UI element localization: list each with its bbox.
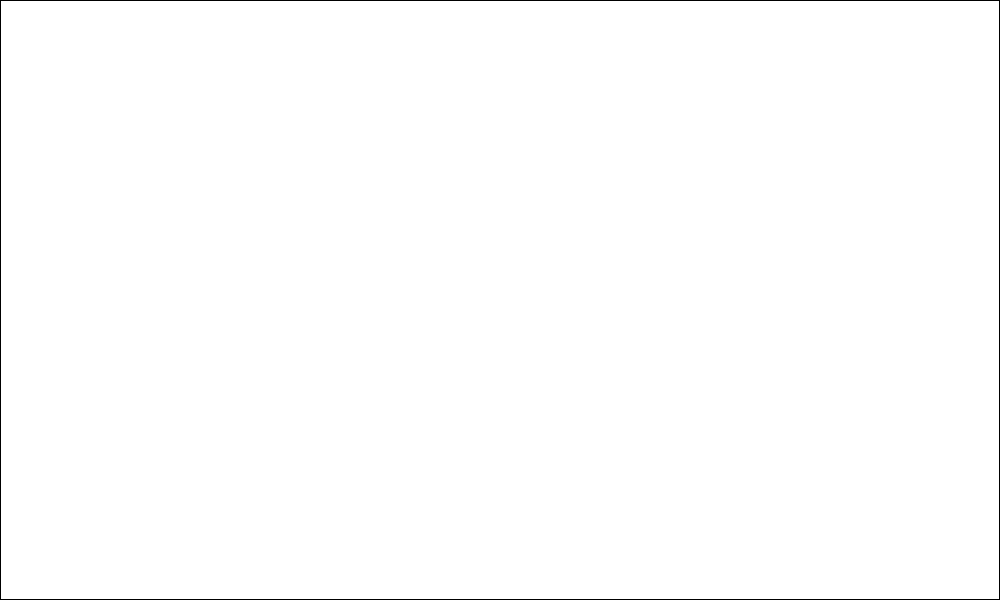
elevation-chart (51, 201, 951, 501)
chart-container (0, 0, 1000, 600)
